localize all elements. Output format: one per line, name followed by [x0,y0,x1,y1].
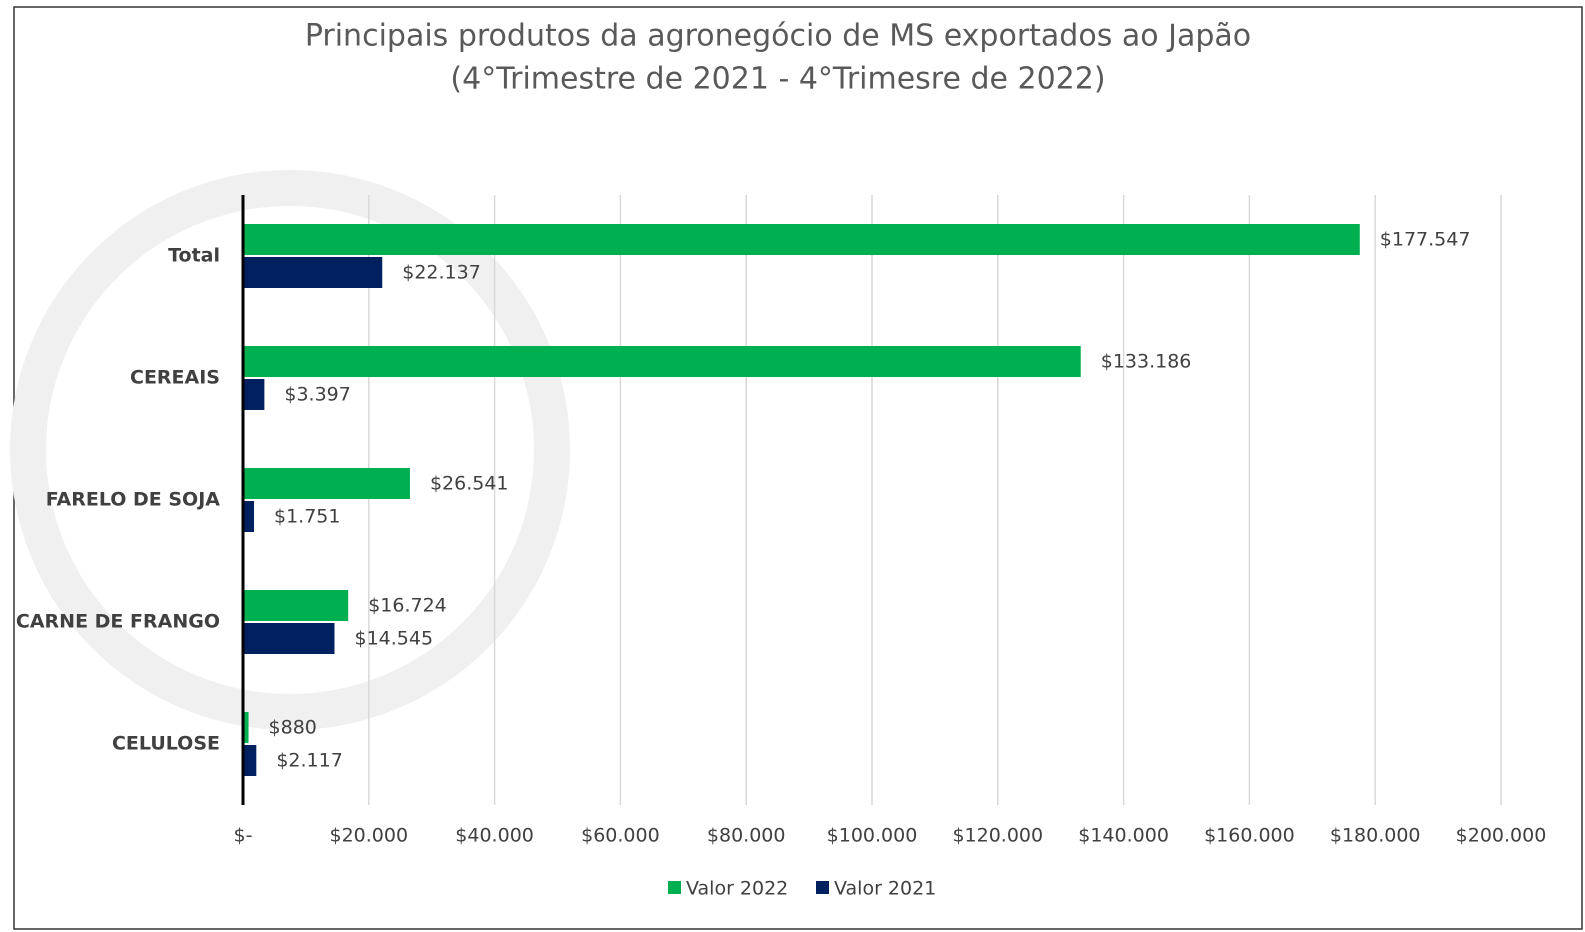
data-label: $880 [269,717,317,739]
y-tick-label: Total [168,245,220,267]
x-tick-label: $200.000 [1456,825,1547,847]
bar [243,590,349,621]
x-tick-label: $40.000 [455,825,534,847]
legend-label: Valor 2021 [834,878,936,900]
y-tick-label: FARELO DE SOJA [46,489,221,511]
legend-marker [816,881,829,894]
bar [243,224,1360,255]
x-tick-label: $180.000 [1330,825,1421,847]
legend-marker [668,881,681,894]
data-label: $22.137 [402,262,481,284]
x-tick-label: $80.000 [707,825,786,847]
bar [243,257,383,288]
data-label: $16.724 [368,595,447,617]
data-label: $26.541 [430,473,509,495]
x-tick-label: $120.000 [952,825,1043,847]
y-tick-label: CEREAIS [130,367,220,389]
x-tick-label: $20.000 [330,825,409,847]
x-tick-label: $- [234,825,253,847]
data-label: $177.547 [1380,229,1471,251]
data-label: $3.397 [284,384,350,406]
chart-title: Principais produtos da agronegócio de MS… [305,19,1251,54]
bar [243,745,257,776]
data-label: $14.545 [354,628,433,650]
x-tick-label: $140.000 [1078,825,1169,847]
x-tick-label: $160.000 [1204,825,1295,847]
bar [243,346,1081,377]
x-tick-label: $100.000 [827,825,918,847]
bar [243,712,249,743]
x-tick-label: $60.000 [581,825,660,847]
y-tick-label: CELULOSE [112,733,220,755]
data-label: $133.186 [1101,351,1192,373]
bar [243,468,410,499]
bar [243,501,255,532]
y-tick-label: CARNE DE FRANGO [16,611,220,633]
data-label: $2.117 [276,750,342,772]
chart-subtitle: (4°Trimestre de 2021 - 4°Trimesre de 202… [450,62,1105,97]
bar [243,623,335,654]
data-label: $1.751 [274,506,340,528]
bar [243,379,265,410]
legend-label: Valor 2022 [686,878,788,900]
watermark [10,170,570,730]
